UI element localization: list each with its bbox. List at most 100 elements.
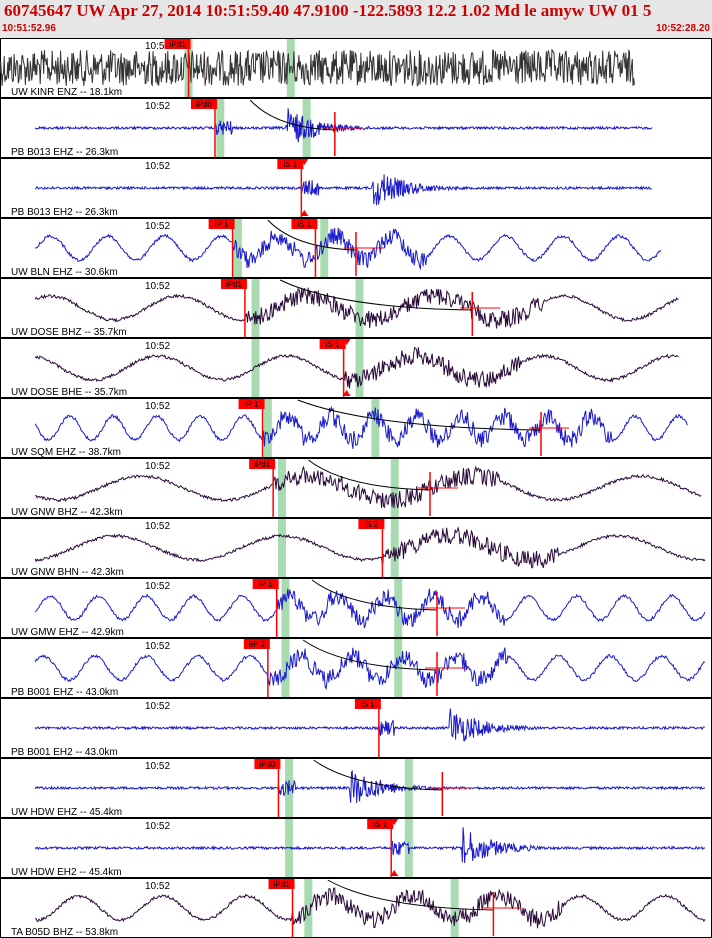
station-label: UW HDW EH2 -- 45.4km — [11, 867, 122, 878]
pick-label: iPd1 — [170, 40, 187, 49]
tick-label: 10:52 — [145, 461, 170, 472]
phase-window — [320, 219, 329, 277]
pick-flag — [220, 279, 247, 289]
tick-label: 10:52 — [145, 41, 170, 52]
station-label: UW SQM EHZ -- 38.7km — [11, 447, 121, 458]
waveform-line — [35, 465, 702, 509]
travel-time-curve — [311, 579, 438, 611]
pick-label: iS 1 — [361, 700, 375, 709]
pick-flag — [354, 699, 381, 709]
waveform-line — [34, 346, 679, 389]
phase-window — [281, 639, 290, 697]
pick-label: iP 1 — [245, 400, 259, 409]
pick-label: iS 1 — [283, 160, 297, 169]
pick-label: iS 1 — [326, 340, 340, 349]
station-label: PB B001 EHZ -- 43.0km — [11, 687, 118, 698]
pick-label: iS 1 — [298, 220, 312, 229]
pick-label: iP 1 — [259, 580, 273, 589]
trace-row: 10:52 iPd1 UW KINR ENZ -- 18.1km — [0, 38, 712, 98]
tick-label: 10:52 — [145, 701, 170, 712]
trace-row: 10:52 iP 1 UW GMW EHZ -- 42.9km — [0, 578, 712, 638]
pick-flag — [243, 639, 270, 649]
pick-label: iP 1 — [215, 220, 229, 229]
pick-flag — [254, 759, 281, 769]
waveform-line — [34, 588, 706, 629]
pick-flag — [190, 99, 217, 109]
waveform-line — [34, 526, 706, 569]
trace-row: 10:52 iPd0 UW HDW EHZ -- 45.4km — [0, 758, 712, 818]
tick-label: 10:52 — [145, 761, 170, 772]
trace-row: 10:52 iP 1 UW SQM EHZ -- 38.7km — [0, 398, 712, 458]
pick-flag — [319, 339, 346, 349]
station-label: PB B001 EH2 -- 43.0km — [11, 747, 118, 758]
travel-time-curve — [302, 639, 438, 671]
trace-row: 10:52 iS 2 UW GNW BHN -- 42.3km — [0, 518, 712, 578]
trace-row: 10:52 eP 2 PB B001 EHZ -- 43.0km — [0, 638, 712, 698]
station-label: PB B013 EHZ -- 26.3km — [11, 147, 118, 158]
trace-row: 10:52 iS 1 UW HDW EH2 -- 45.4km — [0, 818, 712, 878]
waveform-line — [34, 827, 706, 863]
pick-label: iS 2 — [364, 520, 378, 529]
tick-label: 10:52 — [145, 281, 170, 292]
header-bar: 60745647 UW Apr 27, 2014 10:51:59.40 47.… — [0, 0, 712, 39]
waveform-line — [35, 887, 706, 929]
pick-flag — [291, 219, 318, 229]
pick-flag — [208, 219, 235, 229]
pick-flag — [252, 579, 279, 589]
arrow-marker — [300, 159, 309, 165]
trace-row: 10:52 iS 1 UW DOSE BHE -- 35.7km — [0, 338, 712, 398]
pick-flag — [238, 399, 265, 409]
pick-label: iS 1 — [373, 820, 387, 829]
tick-label: 10:52 — [145, 821, 170, 832]
arrow-marker — [390, 870, 399, 876]
event-title: 60745647 UW Apr 27, 2014 10:51:59.40 47.… — [4, 1, 652, 20]
phase-window — [355, 339, 364, 397]
pick-flag — [358, 519, 385, 529]
pick-label: iPd1 — [274, 880, 291, 889]
pick-label: iPd1 — [226, 280, 243, 289]
travel-time-curve — [279, 279, 473, 311]
trace-row: 10:52 iPd1 UW GNW BHZ -- 42.3km — [0, 458, 712, 518]
phase-window — [371, 399, 380, 457]
arrow-marker — [300, 210, 309, 216]
trace-row: 10:52 iS 1 PB B013 EH2 -- 26.3km — [0, 158, 712, 218]
pick-label: eP 2 — [249, 640, 266, 649]
waveform-line — [0, 49, 635, 87]
end-time-label: 10:52:28.20 — [656, 23, 710, 34]
station-label: UW HDW EHZ -- 45.4km — [11, 807, 122, 818]
waveform-line — [34, 108, 653, 143]
pick-label: iPd1 — [254, 460, 271, 469]
trace-row: 10:52 iPd1 TA B05D BHZ -- 53.8km — [0, 878, 712, 938]
phase-window — [281, 579, 290, 637]
waveform-line — [34, 287, 679, 329]
station-label: UW DOSE BHE -- 35.7km — [11, 387, 127, 398]
phase-window — [277, 519, 286, 577]
waveform-line — [34, 708, 706, 742]
phase-window — [390, 519, 399, 577]
pick-flag — [367, 819, 394, 829]
pick-label: iPd0 — [259, 760, 276, 769]
travel-time-curve — [267, 219, 356, 251]
trace-row: 10:52 iPd1 UW DOSE BHZ -- 35.7km — [0, 278, 712, 338]
tick-label: 10:52 — [145, 641, 170, 652]
travel-time-curve — [313, 759, 443, 791]
phase-window — [304, 879, 313, 937]
station-label: TA B05D BHZ -- 53.8km — [11, 927, 118, 938]
travel-time-curve — [297, 399, 542, 431]
waveform-line — [34, 227, 662, 271]
station-label: UW GMW EHZ -- 42.9km — [11, 627, 124, 638]
waveform-line — [34, 405, 688, 449]
trace-row: 10:52 iPd0 PB B013 EHZ -- 26.3km — [0, 98, 712, 158]
phase-window — [251, 279, 260, 337]
trace-row: 10:52 iP 1 iS 1 UW BLN EHZ -- 30.6km — [0, 218, 712, 278]
arrow-marker — [342, 339, 351, 345]
pick-flag — [277, 159, 304, 169]
phase-window — [251, 339, 260, 397]
start-time-label: 10:51:52.96 — [2, 23, 56, 34]
arrow-marker — [390, 819, 399, 825]
station-label: PB B013 EH2 -- 26.3km — [11, 207, 118, 218]
station-label: UW BLN EHZ -- 30.6km — [11, 267, 118, 278]
station-label: UW GNW BHZ -- 42.3km — [11, 507, 123, 518]
pick-flag — [249, 459, 276, 469]
